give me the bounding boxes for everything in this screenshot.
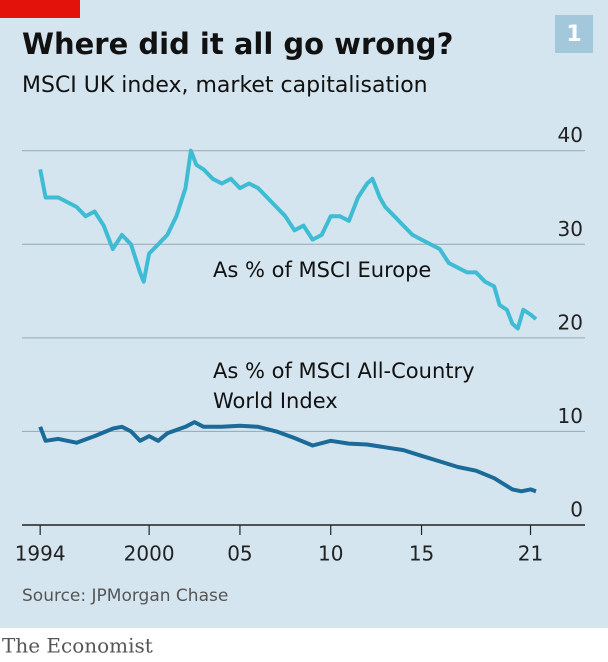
badge-box <box>555 15 593 53</box>
chart-subtitle: MSCI UK index, market capitalisation <box>22 73 428 98</box>
x-tick-label: 2000 <box>124 542 175 566</box>
annotation: World Index <box>213 389 338 413</box>
x-tick-label: 15 <box>409 542 434 566</box>
red-tag <box>0 0 80 18</box>
annotation: As % of MSCI All-Country <box>213 359 475 383</box>
x-tick-label: 10 <box>318 542 343 566</box>
y-tick-label: 20 <box>558 310 583 334</box>
source: Source: JPMorgan Chase <box>22 586 228 606</box>
y-tick-label: 10 <box>558 404 583 428</box>
badge: 1 <box>566 22 581 47</box>
chart-title: Where did it all go wrong? <box>22 27 453 61</box>
x-tick-label: 05 <box>227 542 252 566</box>
x-tick-label: 1994 <box>15 542 66 566</box>
x-tick-label: 21 <box>518 542 543 566</box>
brand: The Economist <box>2 634 153 658</box>
y-tick-label: 40 <box>558 123 583 147</box>
annotation: As % of MSCI Europe <box>213 258 431 282</box>
y-tick-label: 30 <box>558 217 583 241</box>
line-series <box>38 420 537 494</box>
y-tick-label: 0 <box>570 498 583 522</box>
line-series <box>38 148 538 331</box>
